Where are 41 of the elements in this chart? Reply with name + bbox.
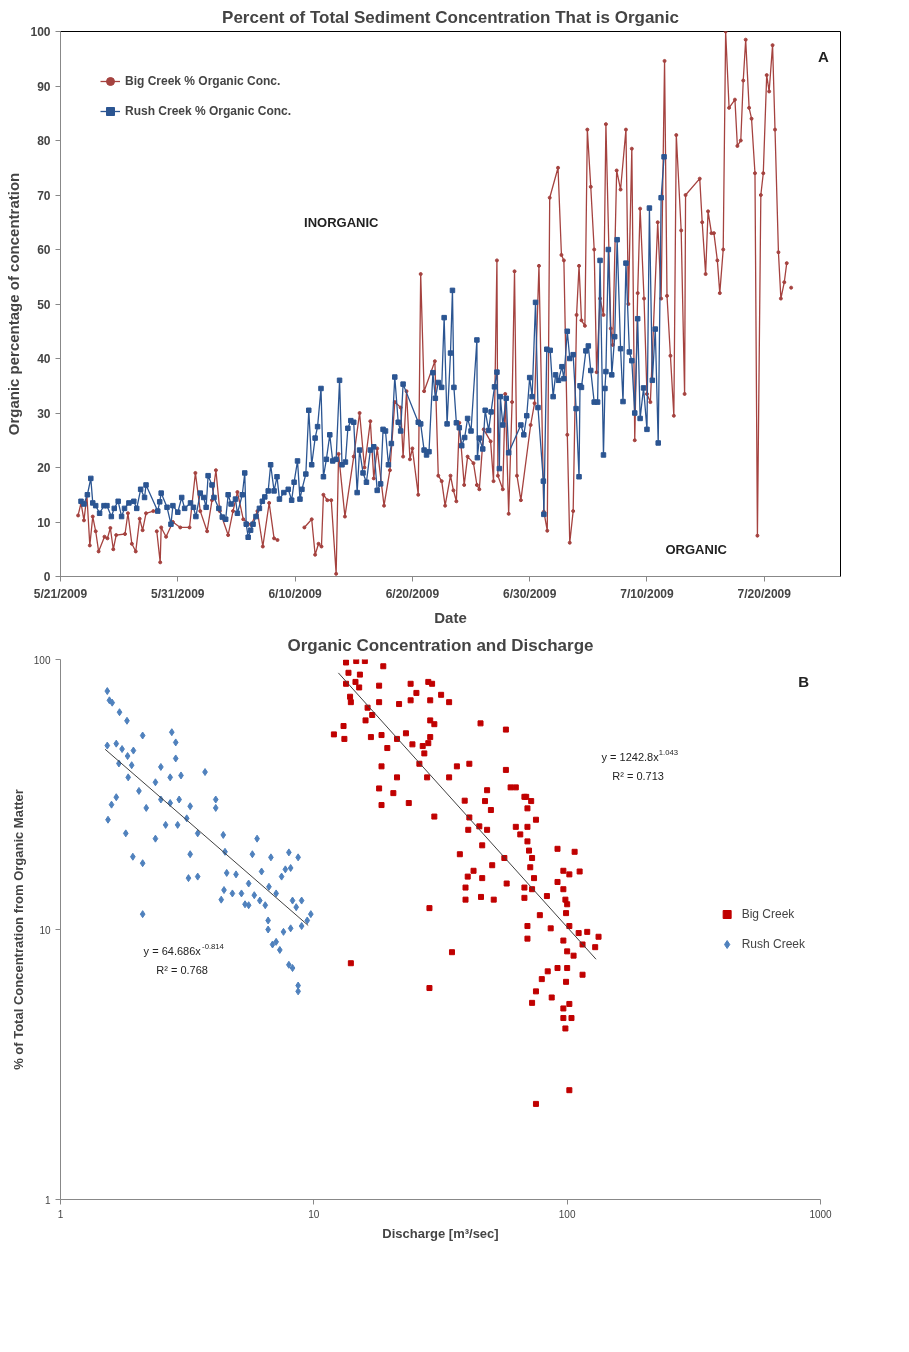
y-tick-label: 100	[30, 25, 51, 39]
annotation: R² = 0.768	[156, 964, 208, 976]
x-tick-label: 10	[308, 1208, 320, 1220]
chart-title: Organic Concentration and Discharge	[287, 635, 594, 655]
legend-label: Rush Creek	[741, 937, 805, 951]
annotation: R² = 0.713	[612, 769, 664, 782]
x-axis-title: Date	[434, 608, 467, 626]
y-tick-label: 1	[44, 1194, 51, 1206]
x-tick-label: 7/20/2009	[737, 586, 792, 601]
chart-title: Percent of Total Sediment Concentration That is Organic	[222, 7, 679, 27]
annotation: A	[817, 47, 829, 65]
y-tick-label: 20	[37, 461, 51, 475]
x-tick-label: 6/30/2009	[502, 586, 557, 601]
legend-label: Big Creek % Organic Conc.	[125, 74, 281, 88]
y-tick-label: 10	[39, 924, 51, 936]
annotation: INORGANIC	[304, 214, 380, 230]
y-tick-label: 40	[37, 352, 51, 366]
annotation: B	[798, 672, 810, 690]
y-tick-label: 50	[37, 297, 51, 312]
x-tick-label: 100	[558, 1208, 576, 1220]
x-tick-label: 5/21/2009	[33, 586, 88, 601]
x-tick-label: 6/20/2009	[385, 586, 440, 601]
x-tick-label: 6/10/2009	[268, 586, 323, 601]
x-tick-label: 1	[57, 1208, 64, 1220]
x-axis-title: Discharge [m³/sec]	[382, 1225, 499, 1241]
y-tick-label: 90	[37, 79, 51, 94]
annotation: ORGANIC	[665, 541, 728, 557]
y-tick-label: 70	[37, 188, 51, 203]
y-axis-title: % of Total Concentration from Organic Matter	[10, 789, 26, 1070]
y-tick-label: 10	[37, 515, 51, 530]
x-tick-label: 5/31/2009	[151, 586, 205, 601]
y-tick-label: 0	[43, 570, 51, 584]
legend-label: Rush Creek % Organic Conc.	[125, 104, 292, 118]
y-tick-label: 30	[37, 406, 51, 421]
legend-label: Big Creek	[741, 907, 795, 921]
y-tick-label: 80	[37, 134, 51, 148]
y-tick-label: 100	[33, 654, 51, 666]
y-tick-label: 60	[37, 243, 51, 257]
x-tick-label: 7/10/2009	[620, 586, 674, 601]
y-axis-title: Organic percentage of concentration	[5, 172, 23, 436]
x-tick-label: 1000	[809, 1208, 833, 1220]
